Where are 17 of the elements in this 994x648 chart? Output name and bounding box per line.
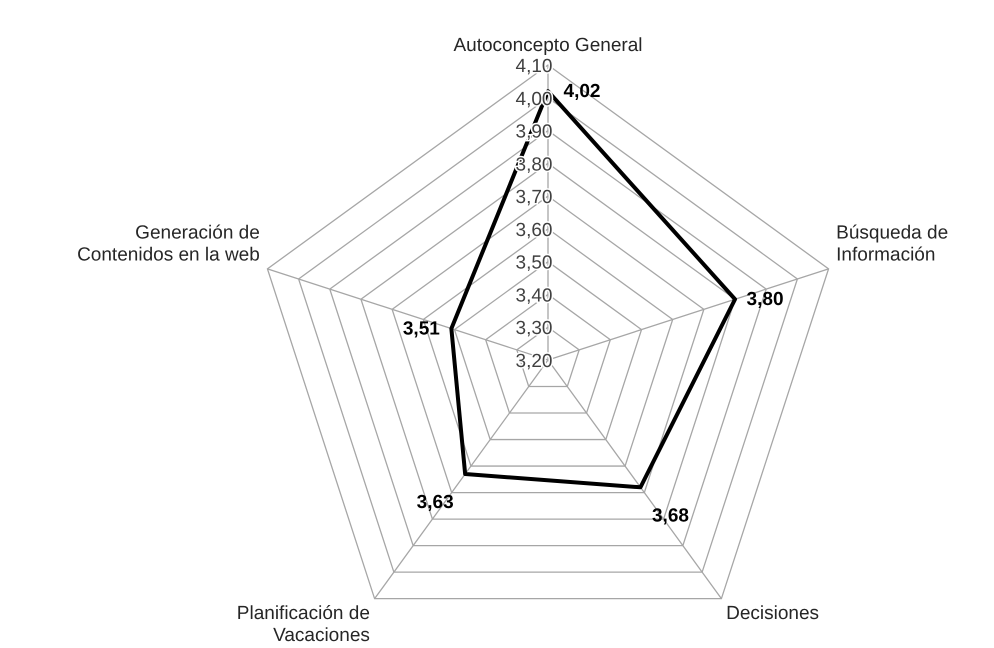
y-tick-label: 3,50 xyxy=(516,252,552,274)
y-tick-label: 3,20 xyxy=(516,351,552,372)
spoke-label: Generación de Contenidos en la web xyxy=(77,222,260,266)
data-label: 3,68 xyxy=(652,505,689,526)
spoke-label: Decisiones xyxy=(726,603,820,624)
data-label: 4,02 xyxy=(564,81,600,102)
data-label: 3,63 xyxy=(416,492,454,514)
spoke-label: Planificación de Vacaciones xyxy=(236,603,370,646)
y-tick-label: 3,40 xyxy=(516,285,552,306)
y-tick-label: 3,30 xyxy=(516,318,552,340)
data-label: 3,80 xyxy=(746,289,784,310)
spoke-label: Búsqueda de Información xyxy=(836,222,948,266)
y-tick-label: 3,60 xyxy=(516,220,552,241)
spoke-label: Autoconcepto General xyxy=(453,35,643,56)
data-label: 3,51 xyxy=(402,318,440,340)
y-tick-label: 4,10 xyxy=(516,56,552,77)
y-tick-label: 3,70 xyxy=(516,187,552,208)
